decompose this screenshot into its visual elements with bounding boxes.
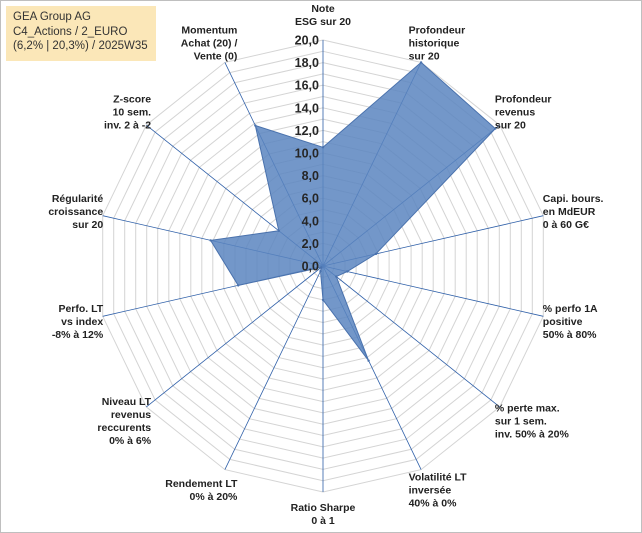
axis-label: Rendement LT 0% à 20% [165, 478, 238, 503]
axis-label: Profondeur historique sur 20 [409, 25, 466, 63]
axis-label-line: sur 20 [495, 119, 526, 131]
tick-label: 0,0 [302, 260, 319, 274]
axis-label-line: ESG sur 20 [295, 16, 351, 28]
axis-label-line: Perfo. LT [58, 303, 103, 315]
axis-line [322, 265, 544, 317]
data-point [335, 275, 338, 278]
axis-label-line: Achat (20) / [181, 38, 238, 50]
axis-label-line: Z-score [113, 93, 151, 105]
tick-label: 6,0 [302, 192, 319, 206]
data-point [321, 146, 325, 149]
axis-label-line: % perfo 1A [543, 303, 598, 315]
axis-label-line: Niveau LT [102, 396, 152, 408]
axis-label: Profondeur revenus sur 20 [495, 93, 552, 131]
info-title: GEA Group AG [13, 11, 91, 23]
tick-label: 12,0 [295, 124, 319, 138]
data-point [346, 270, 349, 273]
axis-label: Perfo. LT vs index -8% à 12% [52, 303, 104, 341]
axis-label-line: sur 20 [409, 51, 440, 63]
data-point [319, 269, 322, 273]
axis-label-line: 0% à 20% [190, 491, 239, 503]
axis-label-line: Profondeur [409, 25, 466, 37]
axis-label-line: inversée [409, 484, 452, 496]
axis-label-line: sur 1 sem. [495, 416, 547, 428]
data-point [237, 284, 240, 287]
data-point [419, 61, 423, 64]
data-point [277, 229, 280, 232]
axis-label-line: revenus [111, 409, 151, 421]
axis-label-line: 0 à 1 [311, 515, 335, 527]
series-area [209, 61, 497, 362]
axis-label: Capi. bours. en MdEUR 0 à 60 G€ [543, 193, 604, 231]
data-point [254, 124, 257, 127]
axis-label-line: reccurents [97, 422, 151, 434]
tick-label: 4,0 [302, 214, 319, 228]
axis-label: Z-score 10 sem. inv. 2 à -2 [104, 93, 151, 131]
info-box: GEA Group AG C4_Actions / 2_EURO (6,2% |… [6, 6, 156, 61]
axis-label-line: % perte max. [495, 403, 560, 415]
axis-line [146, 265, 324, 408]
tick-label: 10,0 [295, 147, 319, 161]
axis-label-line: Momentum [181, 25, 237, 37]
axis-label-line: Ratio Sharpe [291, 502, 356, 514]
info-category: C4_Actions / 2_EURO [13, 25, 128, 38]
info-period: (6,2% | 20,3%) / 2025W35 [13, 40, 148, 52]
data-point [367, 359, 370, 362]
axis-label-line: vs index [61, 316, 103, 328]
axis-label-line: 50% à 80% [543, 329, 597, 341]
axis-label-line: revenus [495, 106, 535, 118]
tick-labels: 0,0 2,0 4,0 6,0 8,0 10,0 12,0 14,0 16,0 18,0 20,0 [295, 34, 319, 274]
axis-label-line: croissance [48, 206, 103, 218]
axis-label-line: Rendement LT [165, 478, 238, 490]
data-point [374, 252, 378, 256]
axis-label-line: Volatilité LT [409, 471, 468, 483]
tick-label: 2,0 [302, 237, 319, 251]
axis-line [322, 265, 500, 408]
axis-label-line: inv. 2 à -2 [104, 119, 151, 131]
axis-label-line: Note [311, 3, 334, 15]
axis-label-line: 10 sem. [113, 106, 152, 118]
axis-line [224, 265, 324, 470]
axis-label-line: Capi. bours. [543, 193, 604, 205]
axis-label-line: historique [409, 38, 460, 50]
tick-label: 16,0 [295, 79, 319, 93]
axis-label-line: positive [543, 316, 583, 328]
axis-label: Régularité croissance sur 20 [48, 193, 103, 231]
axis-label-line: inv. 50% à 20% [495, 429, 570, 441]
axis-label: Niveau LT revenus reccurents 0% à 6% [97, 396, 151, 447]
axis-label-line: en MdEUR [543, 206, 596, 218]
tick-label: 8,0 [302, 169, 319, 183]
axis-label: Momentum Achat (20) / Vente (0) [181, 25, 238, 63]
axis-label: % perfo 1A positive 50% à 80% [543, 303, 598, 341]
tick-label: 20,0 [295, 34, 319, 48]
axis-label-line: 0 à 60 G€ [543, 219, 589, 231]
axis-label-line: Vente (0) [194, 51, 238, 63]
axis-label: Note ESG sur 20 [295, 3, 351, 28]
tick-label: 14,0 [295, 101, 319, 115]
axis-label-line: Profondeur [495, 93, 552, 105]
data-point [209, 239, 212, 242]
axis-label-line: 0% à 6% [109, 435, 152, 447]
axis-label-line: 40% à 0% [409, 497, 458, 509]
axis-label: Ratio Sharpe 0 à 1 [291, 502, 356, 527]
series-layer [209, 61, 497, 362]
data-point [321, 298, 325, 302]
axis-label-line: Régularité [52, 193, 104, 205]
axis-label: Volatilité LT inversée 40% à 0% [409, 471, 468, 509]
tick-label: 18,0 [295, 56, 319, 70]
axis-label: % perte max. sur 1 sem. inv. 50% à 20% [495, 403, 570, 441]
data-point [494, 127, 497, 130]
data-point [320, 266, 323, 269]
axis-label-line: sur 20 [72, 219, 103, 231]
axis-label-line: -8% à 12% [52, 329, 104, 341]
